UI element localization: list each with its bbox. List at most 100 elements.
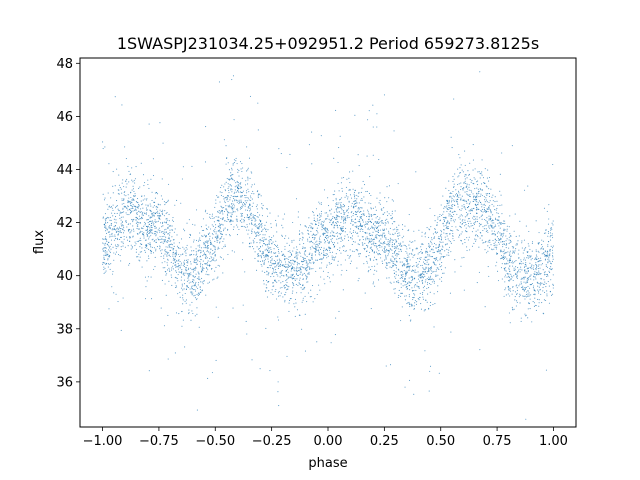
data-point [146, 231, 148, 234]
data-point [391, 239, 393, 241]
data-point [541, 253, 543, 255]
data-point [523, 239, 525, 241]
data-point [193, 258, 195, 260]
data-point [503, 228, 505, 230]
data-point [150, 229, 152, 231]
data-point [490, 211, 492, 213]
data-point [211, 243, 213, 246]
data-point [318, 250, 320, 252]
data-point [255, 235, 257, 237]
data-point [378, 222, 380, 224]
data-point [335, 317, 337, 319]
data-point [194, 276, 197, 278]
data-point [183, 288, 185, 290]
data-point [549, 232, 551, 234]
data-point [473, 177, 475, 179]
data-point [516, 244, 518, 246]
data-point [487, 223, 489, 225]
data-point [260, 257, 263, 259]
data-point [315, 247, 317, 249]
data-point [501, 213, 503, 215]
data-point [195, 209, 198, 211]
data-point [409, 320, 411, 322]
data-point [449, 292, 451, 294]
data-point [124, 246, 126, 248]
data-point [132, 181, 134, 183]
data-point [479, 201, 482, 204]
data-point [134, 178, 136, 180]
data-point [254, 232, 256, 234]
data-point [306, 261, 308, 263]
data-point [143, 195, 145, 197]
data-point [161, 252, 163, 254]
data-point [336, 220, 338, 223]
data-point [404, 386, 406, 388]
data-point [156, 208, 158, 210]
data-point [176, 286, 178, 288]
data-point [377, 245, 380, 247]
data-point [251, 198, 253, 200]
data-point [391, 216, 393, 218]
data-point [329, 209, 331, 211]
data-point [452, 180, 454, 182]
data-point [284, 258, 286, 260]
data-point [286, 355, 288, 357]
data-point [476, 221, 479, 223]
data-point [439, 245, 441, 247]
data-point [335, 208, 337, 210]
data-point [374, 236, 376, 238]
data-point [466, 185, 468, 187]
data-point [108, 255, 110, 257]
data-point [361, 187, 363, 189]
data-point [372, 243, 374, 245]
data-point [506, 228, 508, 230]
data-point [257, 216, 259, 218]
data-point [328, 242, 330, 244]
data-point [349, 263, 351, 265]
data-point [408, 253, 410, 255]
data-point [299, 252, 301, 254]
data-point [201, 268, 203, 270]
data-point [226, 195, 229, 197]
data-point [279, 276, 281, 278]
data-point [469, 212, 471, 214]
data-point [183, 274, 185, 277]
data-point [397, 183, 399, 185]
data-point [475, 218, 477, 220]
data-point [287, 263, 289, 265]
data-point [113, 259, 115, 261]
data-point [223, 246, 225, 248]
data-point [517, 271, 519, 273]
data-point [370, 214, 373, 216]
data-point [365, 256, 367, 258]
data-point [515, 244, 517, 246]
data-point [535, 251, 537, 253]
data-point [432, 304, 434, 306]
data-point [302, 297, 304, 299]
data-point [435, 257, 437, 259]
data-point [465, 174, 467, 176]
data-point [174, 256, 176, 258]
data-point [438, 235, 440, 238]
data-point [257, 255, 259, 258]
data-point [411, 290, 414, 292]
data-point [234, 189, 236, 191]
data-point [443, 211, 445, 213]
data-point [479, 177, 481, 179]
data-point [493, 226, 495, 228]
data-point [157, 237, 159, 239]
data-point [431, 278, 433, 280]
data-point [140, 211, 142, 213]
data-point [181, 268, 183, 271]
data-point [178, 259, 180, 261]
data-point [357, 210, 359, 212]
data-point [182, 273, 184, 275]
data-point [263, 256, 265, 258]
data-point [240, 195, 242, 197]
data-point [408, 296, 410, 298]
data-point [142, 214, 144, 216]
data-point [268, 272, 270, 274]
data-point [150, 276, 152, 278]
data-point [468, 186, 470, 188]
data-point [184, 259, 186, 261]
